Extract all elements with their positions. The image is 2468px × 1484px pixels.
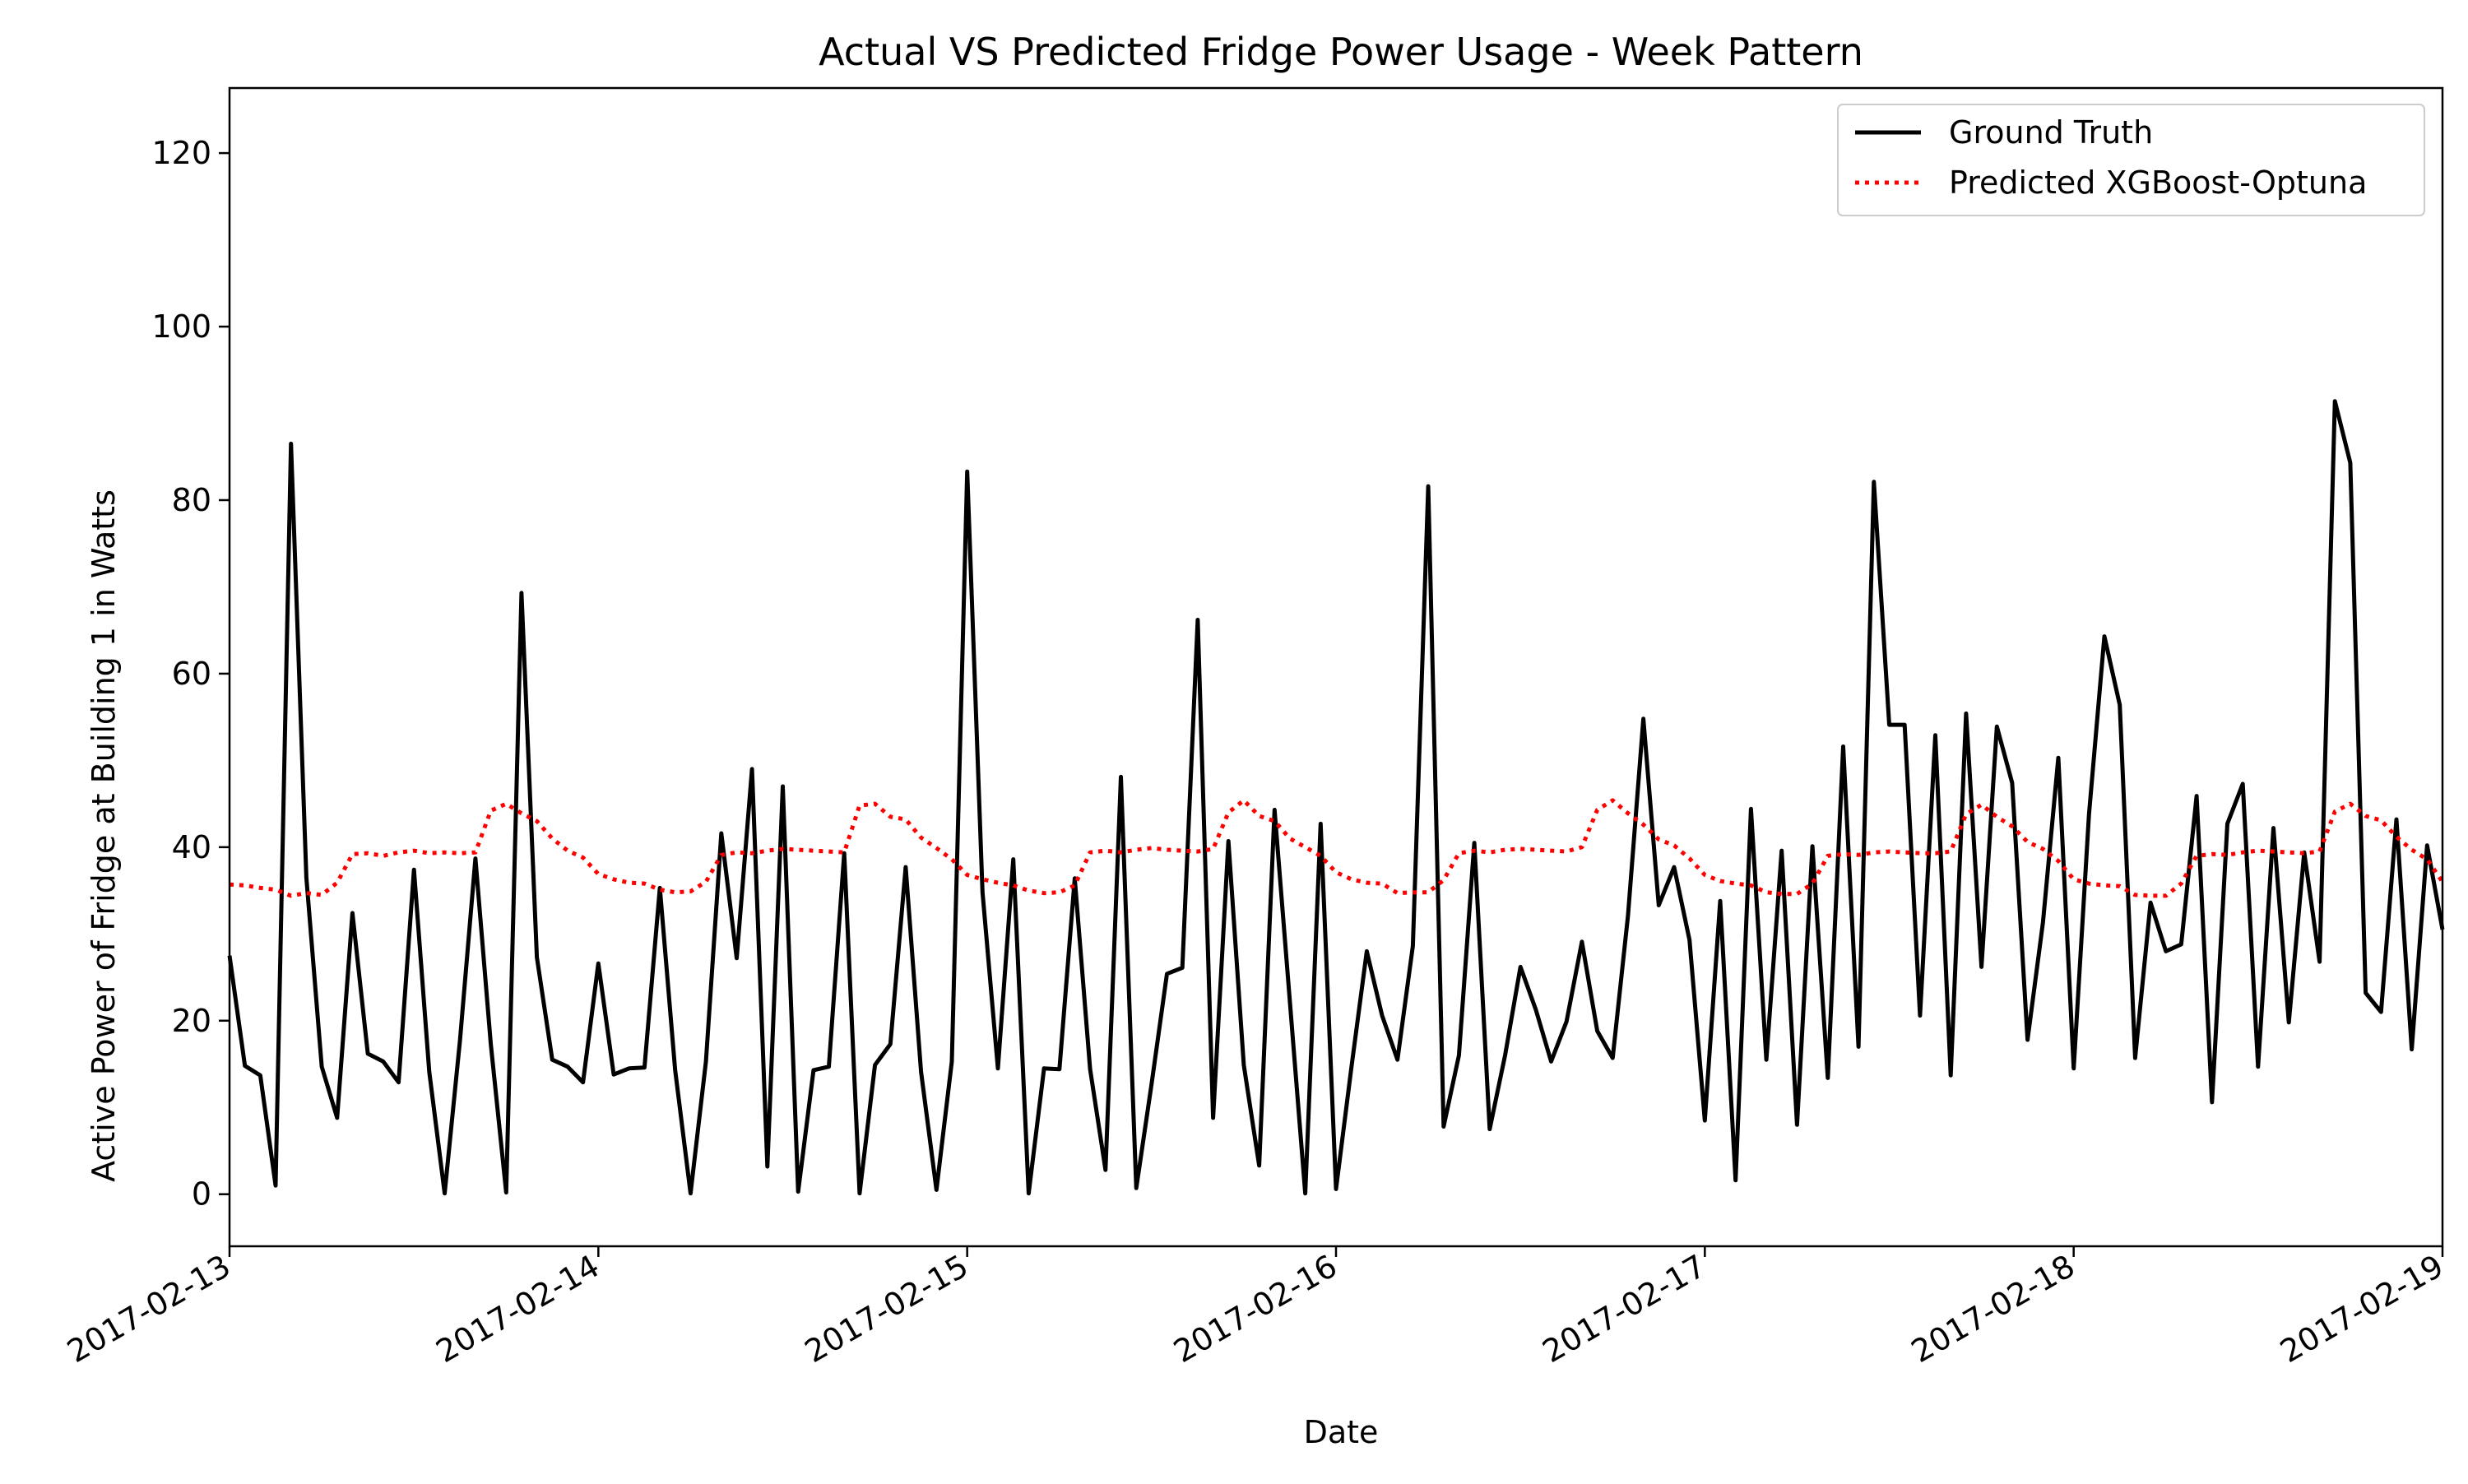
y-tick-label: 20 [172, 1003, 211, 1039]
x-axis-label: Date [1304, 1414, 1379, 1450]
series-layer [227, 399, 2445, 1196]
legend-ground-truth-label: Ground Truth [1949, 114, 2153, 151]
series-line-ground-truth [227, 399, 2445, 1196]
y-tick-label: 0 [192, 1176, 211, 1213]
y-tick-label: 120 [151, 135, 211, 171]
y-tick-label: 80 [172, 482, 211, 518]
legend: Ground Truth Predicted XGBoost-Optuna [1837, 104, 2425, 216]
chart-title: Actual VS Predicted Fridge Power Usage -… [819, 30, 1863, 74]
y-axis-ticks: 0 20 40 60 80 100 120 [151, 135, 230, 1213]
y-tick-label: 100 [151, 308, 211, 345]
y-axis-label: Active Power of Fridge at Building 1 in … [86, 489, 122, 1182]
y-tick-label: 60 [172, 656, 211, 692]
legend-predicted-label: Predicted XGBoost-Optuna [1949, 165, 2367, 201]
legend-box [1837, 104, 2425, 216]
y-tick-label: 40 [172, 829, 211, 865]
